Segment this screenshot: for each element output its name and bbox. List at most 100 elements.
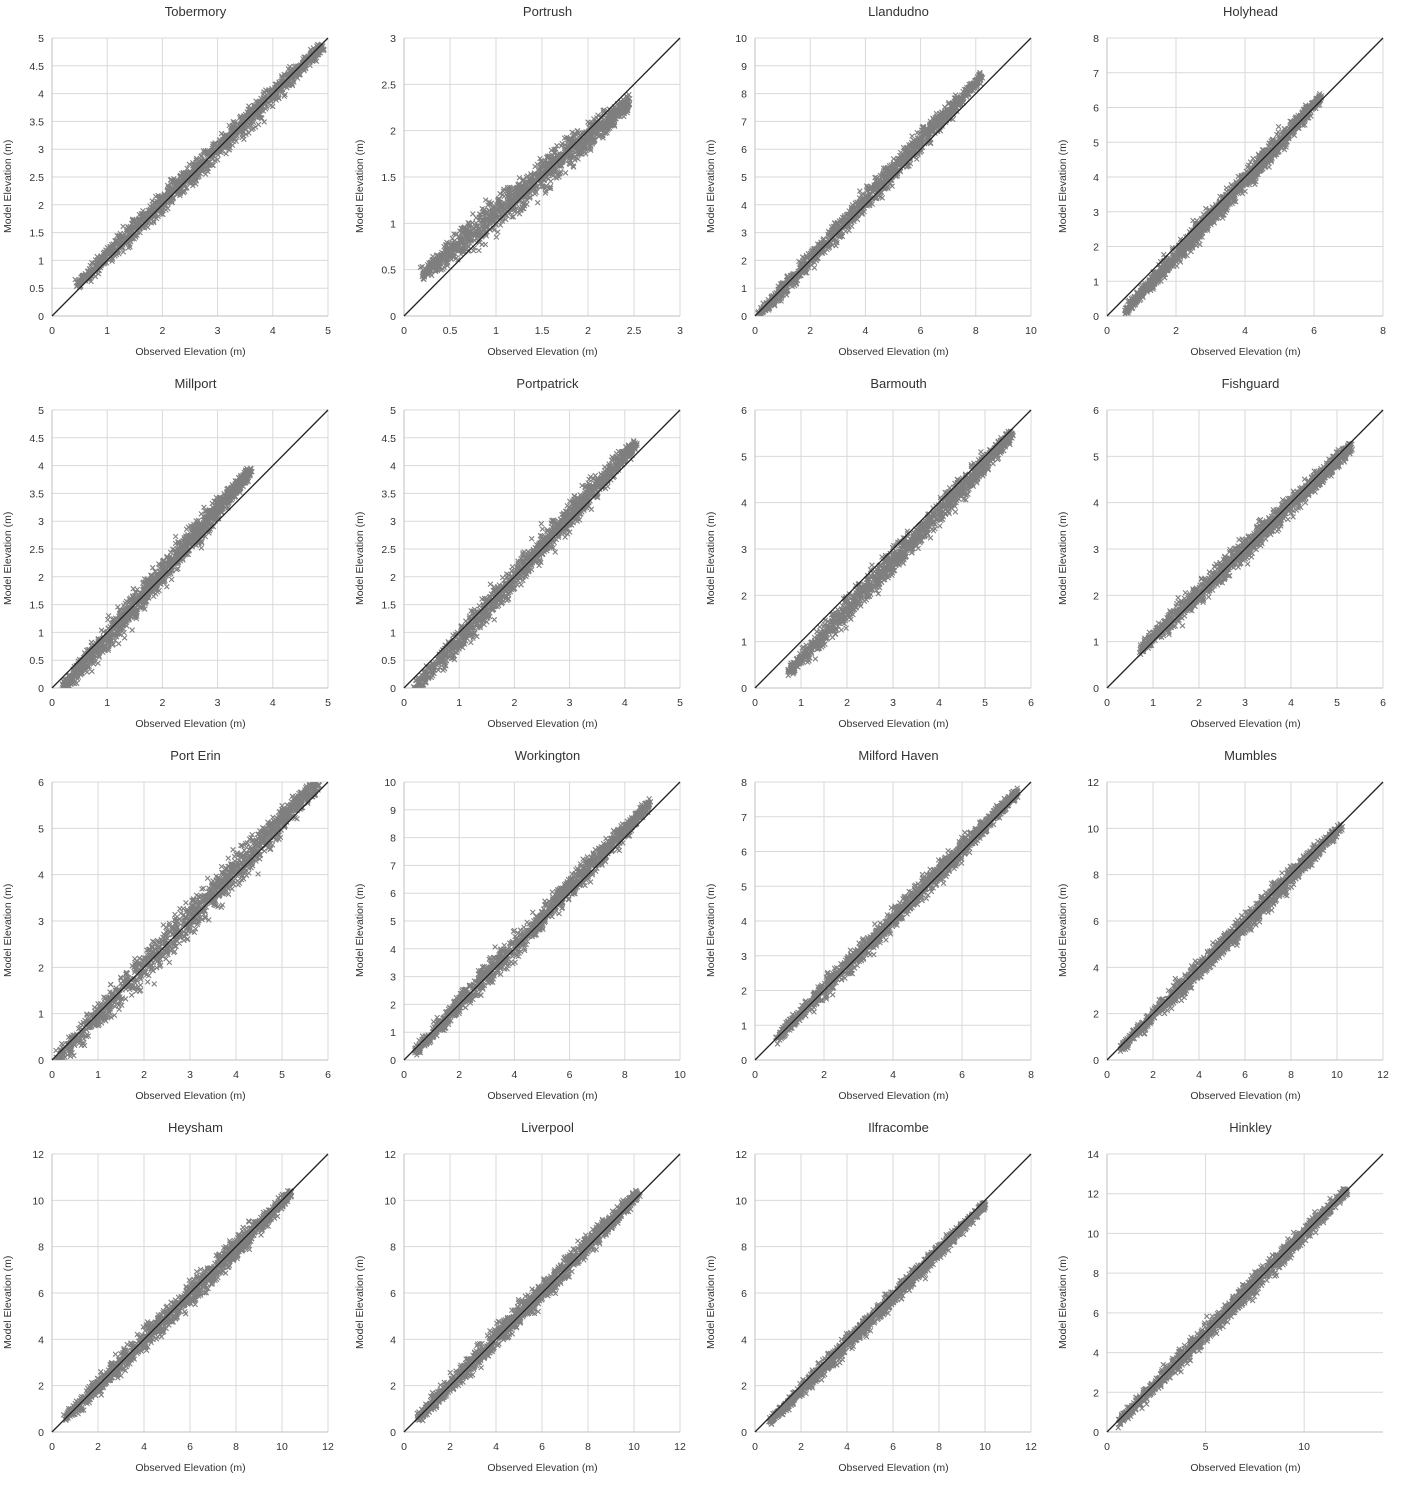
data-point bbox=[314, 51, 321, 58]
data-point bbox=[951, 98, 958, 105]
data-point bbox=[491, 227, 497, 233]
data-point bbox=[229, 122, 236, 129]
data-point bbox=[92, 273, 99, 280]
data-point bbox=[193, 157, 200, 163]
data-point bbox=[265, 100, 271, 106]
data-point bbox=[501, 199, 507, 206]
data-point bbox=[923, 136, 929, 143]
data-point bbox=[107, 246, 114, 252]
data-point bbox=[151, 199, 158, 205]
data-point bbox=[516, 175, 523, 181]
y-tick-label: 2.5 bbox=[381, 79, 396, 91]
data-point bbox=[470, 211, 476, 217]
data-point bbox=[245, 124, 251, 131]
data-point bbox=[534, 199, 541, 206]
data-point bbox=[473, 230, 480, 236]
data-point bbox=[885, 169, 892, 175]
data-point bbox=[927, 126, 934, 132]
data-point bbox=[591, 125, 598, 132]
data-point bbox=[937, 114, 944, 121]
data-point bbox=[203, 166, 210, 173]
data-point bbox=[171, 175, 177, 182]
data-point bbox=[926, 130, 932, 137]
data-point bbox=[476, 225, 482, 232]
data-points bbox=[417, 91, 633, 282]
data-point bbox=[607, 122, 613, 129]
x-tick-label: 0.5 bbox=[443, 325, 458, 337]
data-point bbox=[518, 206, 524, 212]
data-point bbox=[776, 287, 782, 293]
data-point bbox=[532, 186, 538, 192]
data-point bbox=[963, 86, 969, 93]
y-tick-label: 2 bbox=[1093, 242, 1099, 254]
data-point bbox=[561, 135, 568, 141]
data-point bbox=[451, 231, 457, 237]
x-axis-label: Observed Elevation (m) bbox=[1095, 346, 1396, 358]
data-point bbox=[84, 268, 91, 275]
data-point bbox=[557, 161, 564, 168]
data-point bbox=[968, 80, 974, 87]
data-point bbox=[561, 154, 567, 160]
data-point bbox=[1252, 181, 1258, 188]
data-point bbox=[545, 159, 551, 165]
y-tick-label: 3.5 bbox=[29, 116, 44, 128]
data-point bbox=[510, 188, 516, 194]
data-point bbox=[120, 249, 127, 255]
data-point bbox=[539, 175, 545, 182]
x-tick-label: 1 bbox=[493, 325, 499, 337]
data-point bbox=[127, 244, 133, 250]
data-point bbox=[552, 149, 559, 155]
data-point bbox=[269, 90, 275, 96]
data-point bbox=[757, 318, 762, 323]
data-point bbox=[598, 122, 605, 129]
data-point bbox=[292, 70, 298, 77]
x-axis-label: Observed Elevation (m) bbox=[40, 346, 341, 358]
data-point bbox=[492, 221, 499, 228]
data-point bbox=[223, 141, 230, 148]
data-point bbox=[902, 148, 908, 154]
data-point bbox=[864, 188, 870, 194]
data-point bbox=[469, 223, 476, 230]
data-point bbox=[1231, 196, 1237, 203]
data-point bbox=[857, 188, 863, 194]
data-point bbox=[143, 223, 150, 229]
data-point bbox=[567, 161, 573, 168]
data-point bbox=[202, 171, 209, 177]
data-point bbox=[603, 124, 609, 131]
data-point bbox=[514, 205, 520, 211]
data-point bbox=[495, 196, 501, 203]
y-tick-label: 4 bbox=[741, 200, 747, 212]
data-point bbox=[546, 154, 552, 160]
data-point bbox=[865, 183, 871, 190]
one-to-one-line bbox=[403, 37, 681, 317]
data-point bbox=[1250, 155, 1256, 162]
data-point bbox=[933, 110, 940, 117]
data-point bbox=[978, 73, 984, 79]
data-point bbox=[863, 200, 869, 206]
data-point bbox=[499, 208, 505, 215]
data-point bbox=[454, 242, 461, 249]
data-point bbox=[221, 132, 227, 139]
data-point bbox=[468, 236, 475, 242]
data-point bbox=[186, 161, 193, 168]
x-tick-label: 0 bbox=[49, 325, 55, 337]
data-point bbox=[486, 199, 493, 205]
y-tick-label: 0.5 bbox=[381, 265, 396, 277]
data-point bbox=[879, 195, 886, 201]
data-point bbox=[600, 107, 606, 114]
data-point bbox=[548, 166, 554, 173]
data-point bbox=[846, 208, 852, 214]
data-point bbox=[246, 130, 252, 136]
data-point bbox=[196, 173, 202, 180]
data-point bbox=[219, 148, 225, 154]
data-point bbox=[562, 145, 569, 151]
data-point bbox=[88, 278, 94, 285]
one-to-one-line bbox=[754, 37, 1032, 317]
data-point bbox=[562, 170, 569, 176]
data-point bbox=[542, 163, 549, 169]
data-point bbox=[478, 228, 484, 235]
y-tick-label: 10 bbox=[735, 33, 747, 45]
data-point bbox=[310, 45, 317, 51]
x-tick-label: 6 bbox=[918, 325, 924, 337]
